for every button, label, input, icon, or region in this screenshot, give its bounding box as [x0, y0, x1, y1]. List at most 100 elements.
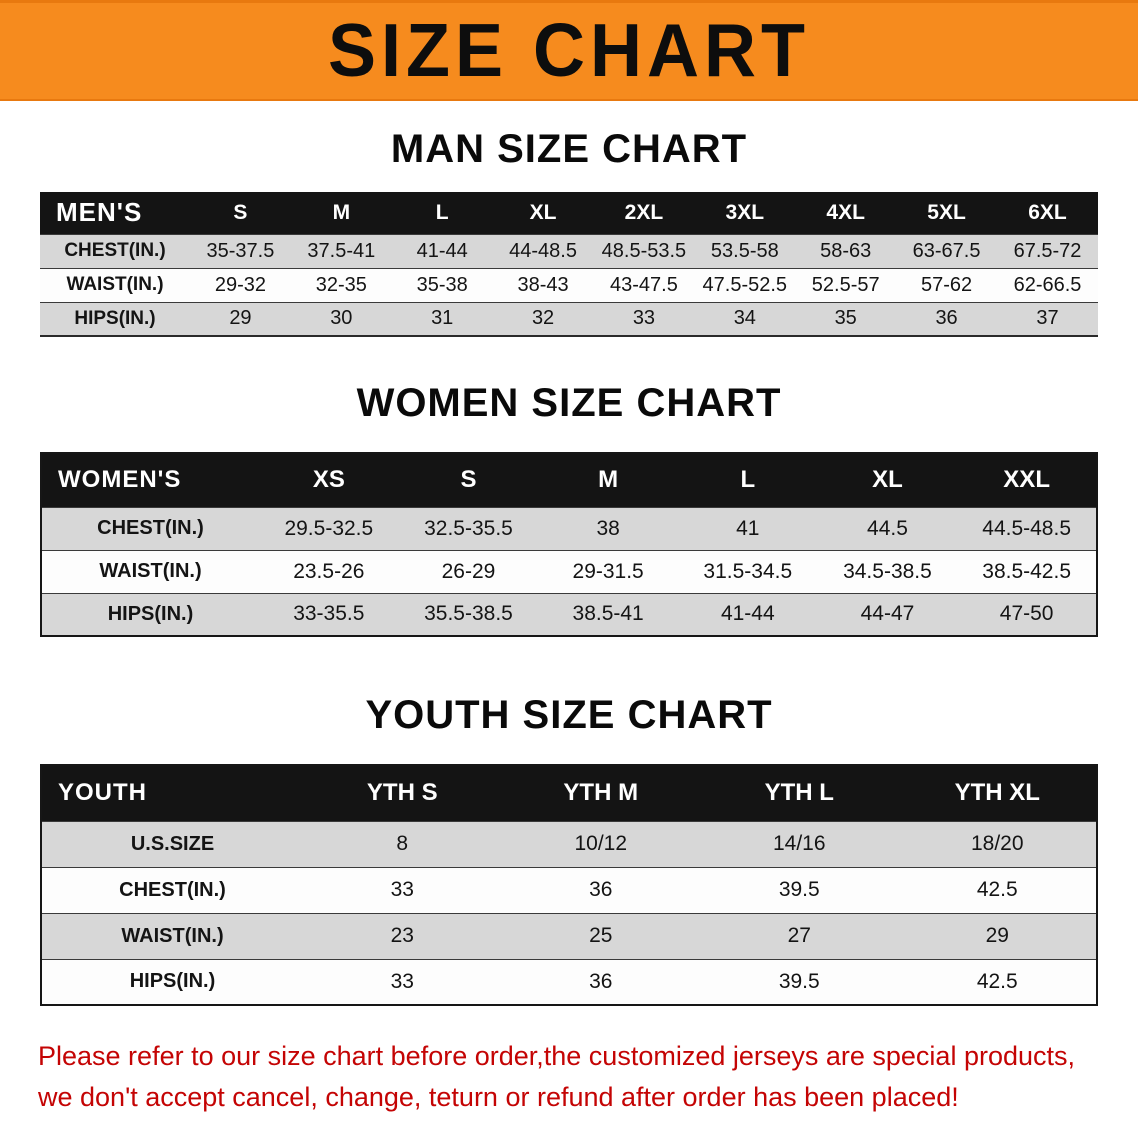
table-row: WAIST(IN.) 23.5-26 26-29 29-31.5 31.5-34.5 34…: [41, 550, 1097, 593]
size-column-header: 2XL: [624, 200, 664, 224]
size-value: 52.5-57: [811, 273, 880, 296]
size-column-header: XXL: [1003, 466, 1050, 494]
size-value: 23: [390, 924, 414, 947]
size-value: 35-37.5: [206, 239, 275, 262]
men-section-heading: MAN SIZE CHART: [390, 127, 748, 171]
measurement-label: U.S.SIZE: [130, 832, 215, 855]
size-value: 38.5-41: [572, 602, 644, 626]
measurement-label: HIPS(IN.): [74, 307, 156, 329]
size-value: 36: [935, 307, 958, 330]
size-column-header: XS: [312, 466, 345, 494]
size-value: 33: [390, 969, 414, 993]
youth-size-section: YOUTH SIZE CHART YOUTH YTH S YTH M YTH L YTH…: [0, 693, 1138, 1006]
size-value: 31: [431, 307, 454, 330]
men-size-table: MEN'S S M L XL 2XL 3XL 4XL 5XL 6XL CHEST(IN.) 35-37…: [40, 192, 1098, 337]
banner-title: SIZE CHART: [328, 9, 810, 94]
size-value: 18/20: [970, 832, 1024, 855]
size-value: 44-48.5: [509, 239, 577, 262]
women-size-table: WOMEN'S XS S M L XL XXL CHEST(IN.) 29.5-32.5 32.5…: [40, 452, 1098, 637]
size-value: 47.5-52.5: [702, 273, 788, 296]
size-value: 14/16: [772, 832, 826, 855]
size-column-header: 5XL: [927, 200, 966, 224]
size-value: 32: [531, 307, 555, 330]
size-value: 38.5-42.5: [982, 559, 1072, 583]
size-value: 30: [330, 307, 353, 330]
size-value: 53.5-58: [710, 239, 779, 262]
table-row: HIPS(IN.) 33-35.5 35.5-38.5 38.5-41 41-44 44-…: [41, 593, 1097, 636]
size-column-header: XL: [529, 200, 557, 224]
size-column-header: YTH XL: [954, 779, 1040, 807]
size-value: 34.5-38.5: [843, 559, 932, 583]
size-value: 29-31.5: [572, 559, 644, 583]
table-row: WAIST(IN.) 23 25 27 29: [41, 913, 1097, 959]
size-column-header: 4XL: [826, 200, 865, 224]
size-value: 44.5-48.5: [982, 516, 1072, 540]
size-column-header: L: [740, 466, 756, 494]
size-value: 39.5: [778, 878, 820, 901]
size-value: 37: [1036, 307, 1059, 330]
size-value: 63-67.5: [912, 239, 981, 262]
size-column-header: M: [332, 200, 351, 224]
size-column-header: S: [460, 466, 477, 494]
size-value: 29: [229, 307, 252, 330]
size-value: 23.5-26: [293, 559, 365, 583]
women-size-section: WOMEN SIZE CHART WOMEN'S XS S M L XL XXL CHEST(…: [0, 381, 1138, 637]
size-value: 67.5-72: [1013, 239, 1082, 262]
men-size-section: MAN SIZE CHART MEN'S S M L XL 2XL 3XL 4XL 5XL 6XL…: [0, 127, 1138, 337]
footer-note-line-1: Please refer to our size chart before or…: [38, 1041, 1076, 1071]
size-value: 35-38: [416, 273, 468, 296]
size-value: 25: [589, 924, 613, 947]
youth-section-heading: YOUTH SIZE CHART: [365, 693, 773, 737]
size-value: 39.5: [778, 969, 820, 993]
size-column-header: YTH S: [366, 779, 438, 807]
size-column-header: YTH L: [764, 779, 834, 807]
size-value: 37.5-41: [307, 239, 376, 262]
size-column-header: XL: [872, 466, 903, 494]
table-row: U.S.SIZE 8 10/12 14/16 18/20: [41, 821, 1097, 867]
table-row: WAIST(IN.) 29-32 32-35 35-38 38-43 43-47.5 47.…: [40, 268, 1098, 302]
size-value: 41-44: [720, 602, 775, 626]
table-header-row: MEN'S S M L XL 2XL 3XL 4XL 5XL 6XL: [40, 192, 1098, 234]
size-value: 29: [985, 924, 1009, 947]
table-row: HIPS(IN.) 29 30 31 32 33 34 35 36 37: [40, 302, 1098, 336]
size-value: 10/12: [574, 832, 628, 855]
size-column-header: 3XL: [725, 200, 765, 224]
table-row: CHEST(IN.) 33 36 39.5 42.5: [41, 867, 1097, 913]
size-value: 8: [396, 832, 409, 855]
table-row: HIPS(IN.) 33 36 39.5 42.5: [41, 959, 1097, 1005]
size-value: 33: [390, 878, 414, 901]
size-column-header: M: [598, 466, 619, 494]
measurement-label: HIPS(IN.): [107, 602, 194, 625]
size-value: 42.5: [976, 969, 1018, 993]
size-value: 29-32: [214, 273, 267, 296]
size-value: 44-47: [860, 602, 915, 626]
table-row: CHEST(IN.) 35-37.5 37.5-41 41-44 44-48.5 48.5…: [40, 234, 1098, 268]
measurement-label: CHEST(IN.): [119, 878, 226, 901]
table-row: CHEST(IN.) 29.5-32.5 32.5-35.5 38 41 44.5 44.5…: [41, 507, 1097, 550]
size-column-header: L: [435, 200, 449, 224]
table-header-row: YOUTH YTH S YTH M YTH L YTH XL: [41, 765, 1097, 821]
measurement-label: CHEST(IN.): [97, 517, 204, 539]
size-column-header: YTH M: [563, 779, 639, 807]
size-value: 33-35.5: [293, 602, 365, 626]
table-corner-label: YOUTH: [58, 779, 147, 807]
measurement-label: WAIST(IN.): [99, 560, 202, 582]
size-value: 42.5: [976, 878, 1018, 901]
size-value: 32-35: [315, 273, 367, 296]
size-value: 62-66.5: [1013, 273, 1082, 296]
table-corner-label: WOMEN'S: [58, 466, 182, 494]
footer-note: Please refer to our size chart before or…: [38, 1036, 1100, 1118]
size-value: 41: [736, 516, 760, 540]
size-value: 27: [787, 924, 811, 947]
size-value: 44.5: [867, 516, 908, 540]
size-value: 26-29: [441, 559, 496, 583]
footer-note-line-2: we don't accept cancel, change, teturn o…: [38, 1082, 959, 1113]
women-section-heading: WOMEN SIZE CHART: [356, 381, 782, 425]
size-value: 36: [589, 969, 613, 993]
size-value: 29.5-32.5: [284, 516, 374, 540]
measurement-label: CHEST(IN.): [64, 240, 166, 261]
youth-size-table: YOUTH YTH S YTH M YTH L YTH XL U.S.SIZE 8 10/12…: [40, 764, 1098, 1006]
banner: SIZE CHART: [0, 0, 1138, 101]
measurement-label: WAIST(IN.): [66, 274, 164, 295]
